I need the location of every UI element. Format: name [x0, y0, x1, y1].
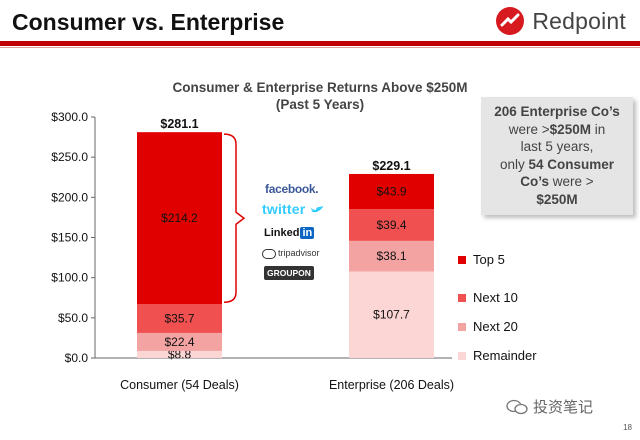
bar-segment — [349, 173, 434, 210]
bar-segment — [349, 209, 434, 241]
facebook-logo: facebook. — [265, 182, 319, 196]
bar-segment — [137, 350, 222, 358]
x-category-label: Enterprise (206 Deals) — [329, 378, 454, 392]
callout-threshold: $250M — [549, 121, 591, 137]
chart-subtitle: (Past 5 Years) — [275, 97, 365, 112]
callout-consumer-count: 54 Consumer — [528, 156, 615, 172]
bar-segment — [349, 271, 434, 358]
linkedin-in-badge: in — [300, 227, 315, 239]
legend-item-next10: Next 10 — [458, 290, 518, 305]
data-label: $214.2 — [161, 211, 198, 225]
callout-text-only: only — [499, 156, 529, 172]
tripadvisor-logo: tripadvisor — [262, 248, 320, 259]
header-divider — [0, 41, 640, 46]
chart-title: Consumer & Enterprise Returns Above $250… — [125, 79, 515, 113]
owl-icon — [262, 248, 276, 259]
linkedin-logo: Linked in — [264, 227, 315, 239]
data-label: $39.4 — [376, 218, 406, 232]
y-tick-label: $0.0 — [65, 351, 89, 365]
twitter-logo-text: twitter — [262, 201, 306, 217]
enterprise-callout-box: 206 Enterprise Co’s were >$250M in last … — [481, 97, 633, 215]
bar-segment — [349, 240, 434, 272]
legend-item-top5: Top 5 — [458, 252, 505, 267]
highlight-bracket — [223, 133, 246, 304]
legend-item-remainder: Remainder — [458, 348, 537, 363]
twitter-logo: twitter — [262, 201, 324, 217]
legend-swatch-top5 — [458, 255, 466, 264]
wechat-watermark: 投资笔记 — [506, 396, 593, 417]
x-category-label: Consumer (54 Deals) — [120, 378, 239, 392]
tripadvisor-logo-text: tripadvisor — [278, 248, 320, 258]
legend-label-next20: Next 20 — [473, 319, 518, 334]
data-label: $35.7 — [164, 312, 194, 326]
linkedin-logo-text: Linked — [264, 227, 300, 239]
data-label: $43.9 — [376, 185, 406, 199]
chart-title-main: Consumer & Enterprise Returns Above $250… — [172, 80, 468, 95]
bird-icon — [310, 206, 323, 213]
callout-text-were2: were > — [549, 174, 594, 189]
legend-swatch-next10 — [458, 293, 466, 302]
wechat-icon — [506, 399, 528, 414]
callout-threshold-2: $250M — [536, 191, 578, 207]
bar-segment — [137, 132, 222, 305]
redpoint-logo-icon — [496, 7, 525, 35]
page-number: 18 — [623, 423, 632, 432]
bar-segment — [137, 332, 222, 351]
y-tick-label: $150.0 — [51, 231, 88, 245]
page-title: Consumer vs. Enterprise — [12, 9, 285, 35]
slide-header: Consumer vs. Enterprise Redpoint — [0, 0, 640, 52]
callout-text-in: in — [590, 121, 606, 137]
y-tick-label: $200.0 — [51, 190, 88, 204]
total-label: $281.1 — [160, 117, 198, 131]
y-tick-label: $100.0 — [51, 271, 88, 285]
callout-text-cos: Co’s — [520, 174, 550, 189]
watermark-text: 投资笔记 — [533, 399, 594, 416]
legend-label-remainder: Remainder — [473, 348, 537, 363]
data-label: $8.8 — [168, 347, 192, 361]
total-label: $229.1 — [372, 159, 410, 173]
callout-enterprise-count: 206 Enterprise Co’s — [494, 104, 620, 119]
brand-logo: Redpoint — [495, 6, 626, 36]
legend-swatch-remainder — [458, 351, 466, 360]
y-tick-label: $50.0 — [58, 311, 88, 325]
legend-swatch-next20 — [458, 322, 466, 331]
brand-name: Redpoint — [532, 7, 626, 34]
y-tick-label: $300.0 — [51, 110, 88, 124]
legend-label-next10: Next 10 — [473, 290, 518, 305]
data-label: $107.7 — [373, 308, 410, 322]
callout-text-period: last 5 years, — [520, 139, 594, 154]
data-label: $22.4 — [164, 335, 194, 349]
header-divider-thin — [0, 47, 640, 48]
y-tick-label: $250.0 — [51, 150, 88, 164]
legend-label-top5: Top 5 — [473, 252, 505, 267]
data-label: $38.1 — [376, 249, 406, 263]
callout-text-were: were > — [508, 121, 550, 137]
groupon-logo: GROUPON — [264, 266, 314, 280]
legend-item-next20: Next 20 — [458, 319, 518, 334]
bar-segment — [137, 304, 222, 333]
